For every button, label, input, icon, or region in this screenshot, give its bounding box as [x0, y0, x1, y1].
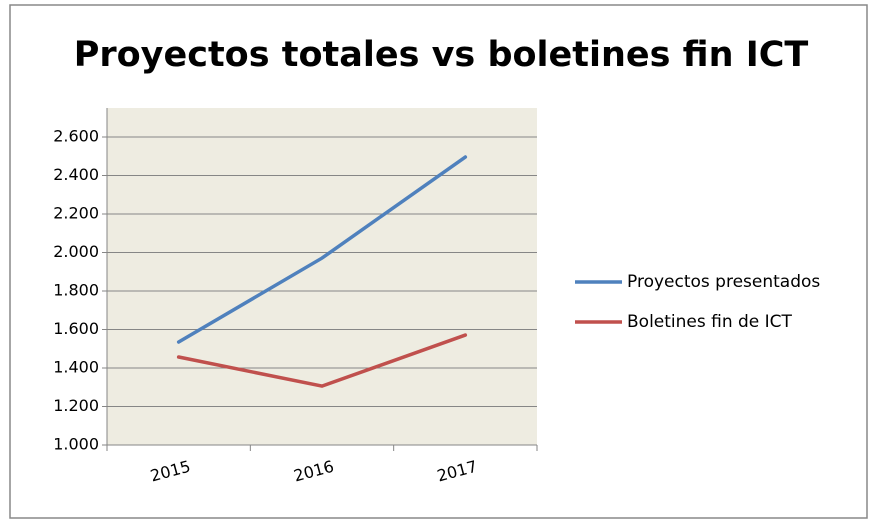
y-tick-label: 1.800 — [53, 281, 99, 300]
y-tick-label: 2.000 — [53, 242, 99, 261]
legend-label: Proyectos presentados — [627, 272, 820, 292]
series-line — [176, 333, 468, 388]
y-tick-label: 2.400 — [53, 165, 99, 184]
y-tick-label: 1.600 — [53, 319, 99, 338]
chart-title: Proyectos totales vs boletines fin ICT — [74, 35, 809, 75]
y-tick-label: 2.200 — [53, 204, 99, 223]
series-line — [176, 155, 468, 344]
legend-label: Boletines fin de ICT — [627, 312, 793, 332]
plot-area — [107, 108, 537, 445]
y-tick-label: 1.400 — [53, 358, 99, 377]
y-tick-label: 2.600 — [53, 127, 99, 146]
y-tick-label: 1.000 — [53, 435, 99, 454]
y-tick-label: 1.200 — [53, 396, 99, 415]
